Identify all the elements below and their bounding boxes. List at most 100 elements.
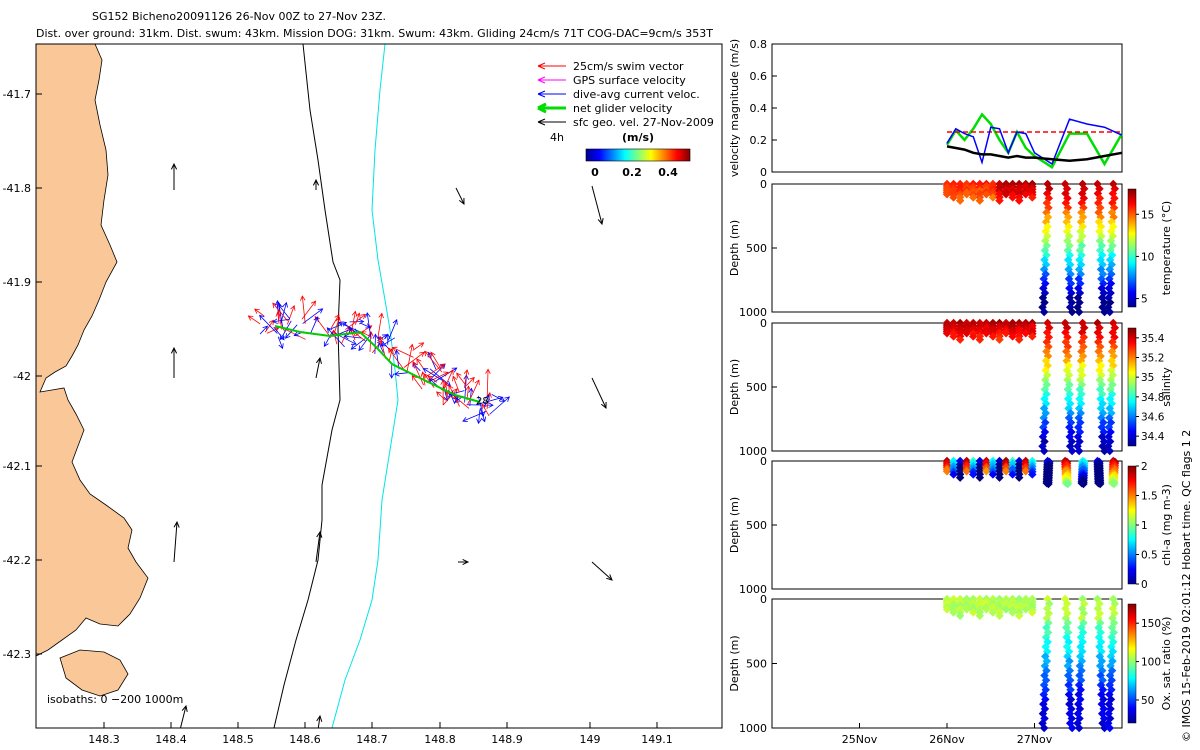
colorbar-label: chl-a (mg m-3) — [1160, 484, 1173, 566]
vector-head — [259, 314, 265, 321]
section-point — [1028, 470, 1037, 479]
dac-vector — [302, 308, 324, 324]
vector-shaft — [430, 352, 442, 370]
geo-arrow-shaft — [591, 561, 613, 581]
vector-shaft — [266, 327, 279, 334]
swim-vector — [377, 312, 384, 338]
vector-head — [394, 349, 400, 356]
section-point — [1079, 479, 1088, 489]
vector-shaft — [388, 347, 405, 370]
map-axes-frame — [35, 43, 723, 729]
vector-head — [351, 310, 358, 317]
map-lon-tick-label: 149.1 — [641, 733, 673, 746]
vector-head — [378, 335, 384, 342]
section-point — [942, 605, 952, 614]
geo-arrow-head — [462, 558, 470, 566]
vector-shaft — [430, 363, 446, 379]
section-point — [1014, 335, 1024, 344]
dac-vector — [462, 410, 487, 423]
section-point — [962, 605, 971, 614]
colorbar-tick-label: 150 — [1141, 618, 1161, 630]
section-point — [1021, 466, 1030, 476]
vector-shaft — [483, 394, 489, 408]
vector-shaft — [479, 407, 486, 422]
section-y-tick-label: 0 — [760, 317, 767, 330]
geo-arrow-shaft — [591, 377, 607, 409]
vector-shaft — [423, 368, 444, 382]
legend-dac: dive-avg current veloc. — [537, 88, 700, 101]
section-point — [1014, 473, 1024, 482]
island-south — [59, 649, 129, 697]
geo-arrow-head — [597, 218, 604, 226]
dac-vector — [394, 370, 409, 377]
dac-vector — [380, 337, 396, 347]
velocity-ylabel: velocity magnitude (m/s) — [728, 39, 741, 177]
map-lon-tick-label: 148.9 — [491, 733, 523, 746]
map-lat-tick-label: -42 — [13, 370, 31, 383]
vector-shaft — [374, 334, 376, 355]
vector-head — [366, 325, 373, 331]
salinity-section: 0 500 1000 Depth (m) 34.4 34.6 34.8 35 35.2 35.4 s… — [728, 317, 1173, 458]
map-panel: 148.3 148.4 148.5 148.6 148.7 148.8 148.9 149 14… — [3, 43, 723, 746]
section-point — [1105, 723, 1114, 733]
vector-head — [278, 343, 284, 350]
vector-head — [428, 378, 435, 384]
section-ylabel: Depth (m) — [728, 220, 741, 276]
legend-swim: 25cm/s swim vector — [537, 60, 684, 73]
vector-shaft — [467, 379, 480, 406]
vector-head — [443, 371, 449, 377]
colorbar-tick-label: 100 — [1141, 657, 1161, 669]
swim-vector — [424, 363, 446, 378]
velocity-series-net-glider-velocity — [945, 112, 1124, 169]
vector-shaft — [412, 342, 424, 351]
vector-shaft — [388, 348, 393, 362]
geo-arrow — [591, 377, 607, 410]
glider-track — [274, 325, 481, 403]
section-point — [962, 466, 971, 476]
velocity-y-tick-label: 0.4 — [750, 102, 768, 115]
section-data-points — [942, 456, 1120, 489]
section-point — [988, 608, 998, 617]
vector-head — [262, 325, 268, 332]
legend-net: net glider velocity — [537, 102, 673, 115]
swim-vector — [412, 361, 424, 386]
vector-shaft — [489, 396, 510, 415]
vector-head — [338, 321, 344, 327]
vector-shaft — [444, 369, 454, 389]
vector-head — [422, 368, 429, 374]
map-lat-tick-label: -42.2 — [3, 554, 31, 567]
vector-head — [351, 339, 357, 345]
map-lat-ticks: -41.7 -41.8 -41.9 -42 -42.1 -42.2 -42.3 — [3, 88, 42, 661]
colorbar-tick-02: 0.2 — [622, 166, 642, 179]
dac-vector — [259, 314, 278, 334]
colorbar-tick-0: 0 — [591, 166, 599, 179]
section-point — [995, 611, 1004, 621]
dac-vector — [476, 395, 504, 406]
figure-subtitle: Dist. over ground: 31km. Dist. swum: 43k… — [36, 27, 713, 40]
vector-head — [468, 387, 474, 394]
vector-head — [317, 308, 324, 314]
section-point — [969, 470, 978, 479]
vector-head — [488, 402, 494, 408]
dac-vector — [483, 394, 490, 408]
geostrophic-arrows — [170, 162, 613, 728]
swim-vector — [388, 347, 394, 362]
vector-head — [300, 295, 306, 301]
colorbar-label: Ox. sat. ratio (%) — [1160, 617, 1173, 711]
velocity-series-dive-avg-current — [946, 118, 1123, 166]
legend-gps: GPS surface velocity — [537, 74, 686, 87]
section-point — [975, 335, 985, 344]
vector-head — [499, 396, 506, 402]
temperature-section: 0 500 1000 Depth (m) 5 10 15 temperature (°C) — [728, 178, 1173, 319]
dac-vector — [343, 333, 362, 340]
dac-vector — [278, 304, 291, 320]
dac-vector — [489, 396, 510, 415]
section-colorbar — [1127, 327, 1137, 447]
legend-swim-label: 25cm/s swim vector — [573, 60, 684, 73]
swim-vector — [430, 351, 442, 370]
vector-shaft — [394, 372, 409, 375]
colorbar-tick-label: 0 — [1141, 579, 1148, 591]
vector-shaft — [464, 369, 468, 389]
velocity-panel: 0 0.2 0.4 0.6 0.8 velocity magnitude (m/s) — [728, 38, 1124, 179]
